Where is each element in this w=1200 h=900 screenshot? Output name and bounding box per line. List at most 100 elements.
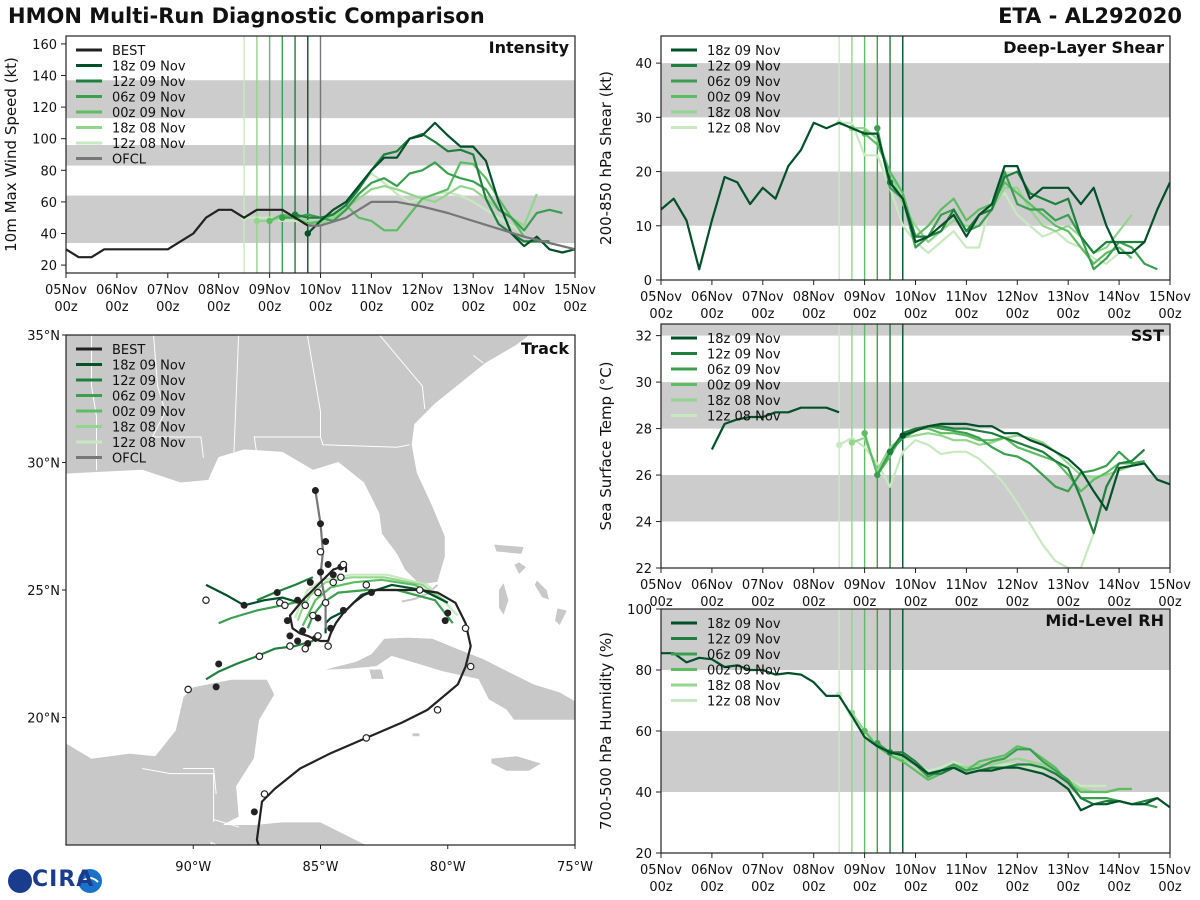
legend-entry: 18z 08 Nov xyxy=(112,122,186,137)
panel-title: Mid-Level RH xyxy=(1045,611,1164,630)
x-tick-label: 00z xyxy=(853,595,877,610)
y-tick-label: 20 xyxy=(40,259,57,274)
x-tick-label: 00z xyxy=(54,300,78,315)
y-tick-label: 40 xyxy=(40,228,57,243)
x-tick-label: 00z xyxy=(751,880,775,895)
track-marker-00z xyxy=(441,617,449,625)
track-marker-12z xyxy=(314,632,322,640)
x-tick-label: 00z xyxy=(649,880,673,895)
track-line-ofcl xyxy=(314,490,327,629)
init-point xyxy=(253,217,261,225)
init-point xyxy=(304,230,311,237)
y-axis-label: Sea Surface Temp (°C) xyxy=(597,361,615,530)
x-tick-label: 00z xyxy=(802,595,826,610)
bahamas-abaco xyxy=(513,561,528,576)
init-point xyxy=(899,432,906,439)
x-tick-label: 00z xyxy=(360,300,384,315)
y-tick-label: 120 xyxy=(32,101,57,116)
state-border xyxy=(233,335,240,453)
x-tick-label: 07Nov xyxy=(742,863,784,878)
x-tick-label: 00z xyxy=(1107,595,1131,610)
isle-of-youth-landmass xyxy=(368,668,385,680)
legend-entry: 12z 08 Nov xyxy=(707,410,781,425)
x-tick-label: 14Nov xyxy=(1098,863,1140,878)
country-border xyxy=(210,841,218,845)
init-point xyxy=(874,471,881,479)
track-marker-12z xyxy=(433,706,442,714)
legend-entry: 00z 09 Nov xyxy=(707,91,781,106)
x-tick-label: 09Nov xyxy=(249,283,291,298)
y-tick-label: 32 xyxy=(635,330,652,345)
cira-logo: CIRA xyxy=(6,866,106,896)
track-marker-00z xyxy=(324,561,332,568)
track-marker-00z xyxy=(299,627,307,635)
track-marker-12z xyxy=(301,644,310,653)
series-line-18z-09-nov xyxy=(710,406,840,450)
shading-band xyxy=(661,63,1170,118)
track-marker-00z xyxy=(212,683,220,691)
legend-entry: 18z 09 Nov xyxy=(707,332,781,347)
track-marker-00z xyxy=(327,624,335,632)
init-point xyxy=(266,217,273,225)
track-marker-12z xyxy=(339,560,348,569)
y-tick-label: 20 xyxy=(635,166,652,181)
x-tick-label: 00z xyxy=(802,880,826,895)
x-tick-label: 00z xyxy=(462,300,486,315)
legend-entry: 12z 09 Nov xyxy=(707,348,781,363)
x-tick-label: 14Nov xyxy=(503,283,545,298)
legend-entry: 18z 09 Nov xyxy=(112,359,186,374)
legend-entry: 12z 08 Nov xyxy=(707,122,781,137)
shading-band xyxy=(661,475,1170,522)
lat-tick-label: 35°N xyxy=(27,329,60,344)
shading-band xyxy=(661,382,1170,429)
track-marker-12z xyxy=(466,662,475,671)
series-line-06z-09-nov xyxy=(876,742,1158,809)
series-line-06z-09-nov xyxy=(876,127,1158,271)
y-axis-label: 10m Max Wind Speed (kt) xyxy=(2,57,20,252)
jamaica-landmass xyxy=(490,755,543,772)
track-marker-12z xyxy=(362,581,371,589)
lat-tick-label: 30°N xyxy=(27,457,60,472)
track-marker-12z xyxy=(202,596,210,605)
track-marker-12z xyxy=(314,588,322,597)
y-tick-label: 60 xyxy=(635,725,652,740)
track-marker-00z xyxy=(329,571,337,579)
lat-tick-label: 20°N xyxy=(27,712,60,727)
x-tick-label: 00z xyxy=(955,595,979,610)
shading-band xyxy=(661,171,1170,226)
x-tick-label: 12Nov xyxy=(996,290,1038,305)
x-tick-label: 00z xyxy=(411,300,435,315)
bahamas-andros xyxy=(498,581,510,617)
init-point xyxy=(886,448,894,456)
x-tick-label: 06Nov xyxy=(691,578,733,593)
country-border xyxy=(142,768,215,822)
panel-title: Track xyxy=(521,339,569,358)
legend-entry: 12z 09 Nov xyxy=(112,374,186,389)
x-tick-label: 06Nov xyxy=(96,283,138,298)
series-line-00z-09-nov xyxy=(269,161,526,238)
legend-entry: 06z 09 Nov xyxy=(707,648,781,663)
state-border xyxy=(151,335,204,458)
track-marker-00z xyxy=(273,589,281,597)
page-title: HMON Multi-Run Diagnostic Comparison xyxy=(8,4,485,28)
y-tick-label: 100 xyxy=(32,133,57,148)
track-marker-12z xyxy=(362,734,371,742)
lon-tick-label: 80°W xyxy=(430,860,466,875)
lat-tick-label: 25°N xyxy=(27,584,60,599)
legend-entry: 06z 09 Nov xyxy=(707,75,781,90)
x-tick-label: 00z xyxy=(904,307,928,322)
x-tick-label: 10Nov xyxy=(895,863,937,878)
x-tick-label: 07Nov xyxy=(742,578,784,593)
legend-entry: 00z 09 Nov xyxy=(707,379,781,394)
x-tick-label: 10Nov xyxy=(300,283,342,298)
x-tick-label: 00z xyxy=(1006,307,1030,322)
y-tick-label: 60 xyxy=(40,196,57,211)
track-line-west-loop-c xyxy=(256,576,314,602)
track-marker-12z xyxy=(461,624,470,633)
y-tick-label: 30 xyxy=(635,376,652,391)
y-tick-label: 140 xyxy=(32,70,57,85)
x-tick-label: 00z xyxy=(207,300,231,315)
